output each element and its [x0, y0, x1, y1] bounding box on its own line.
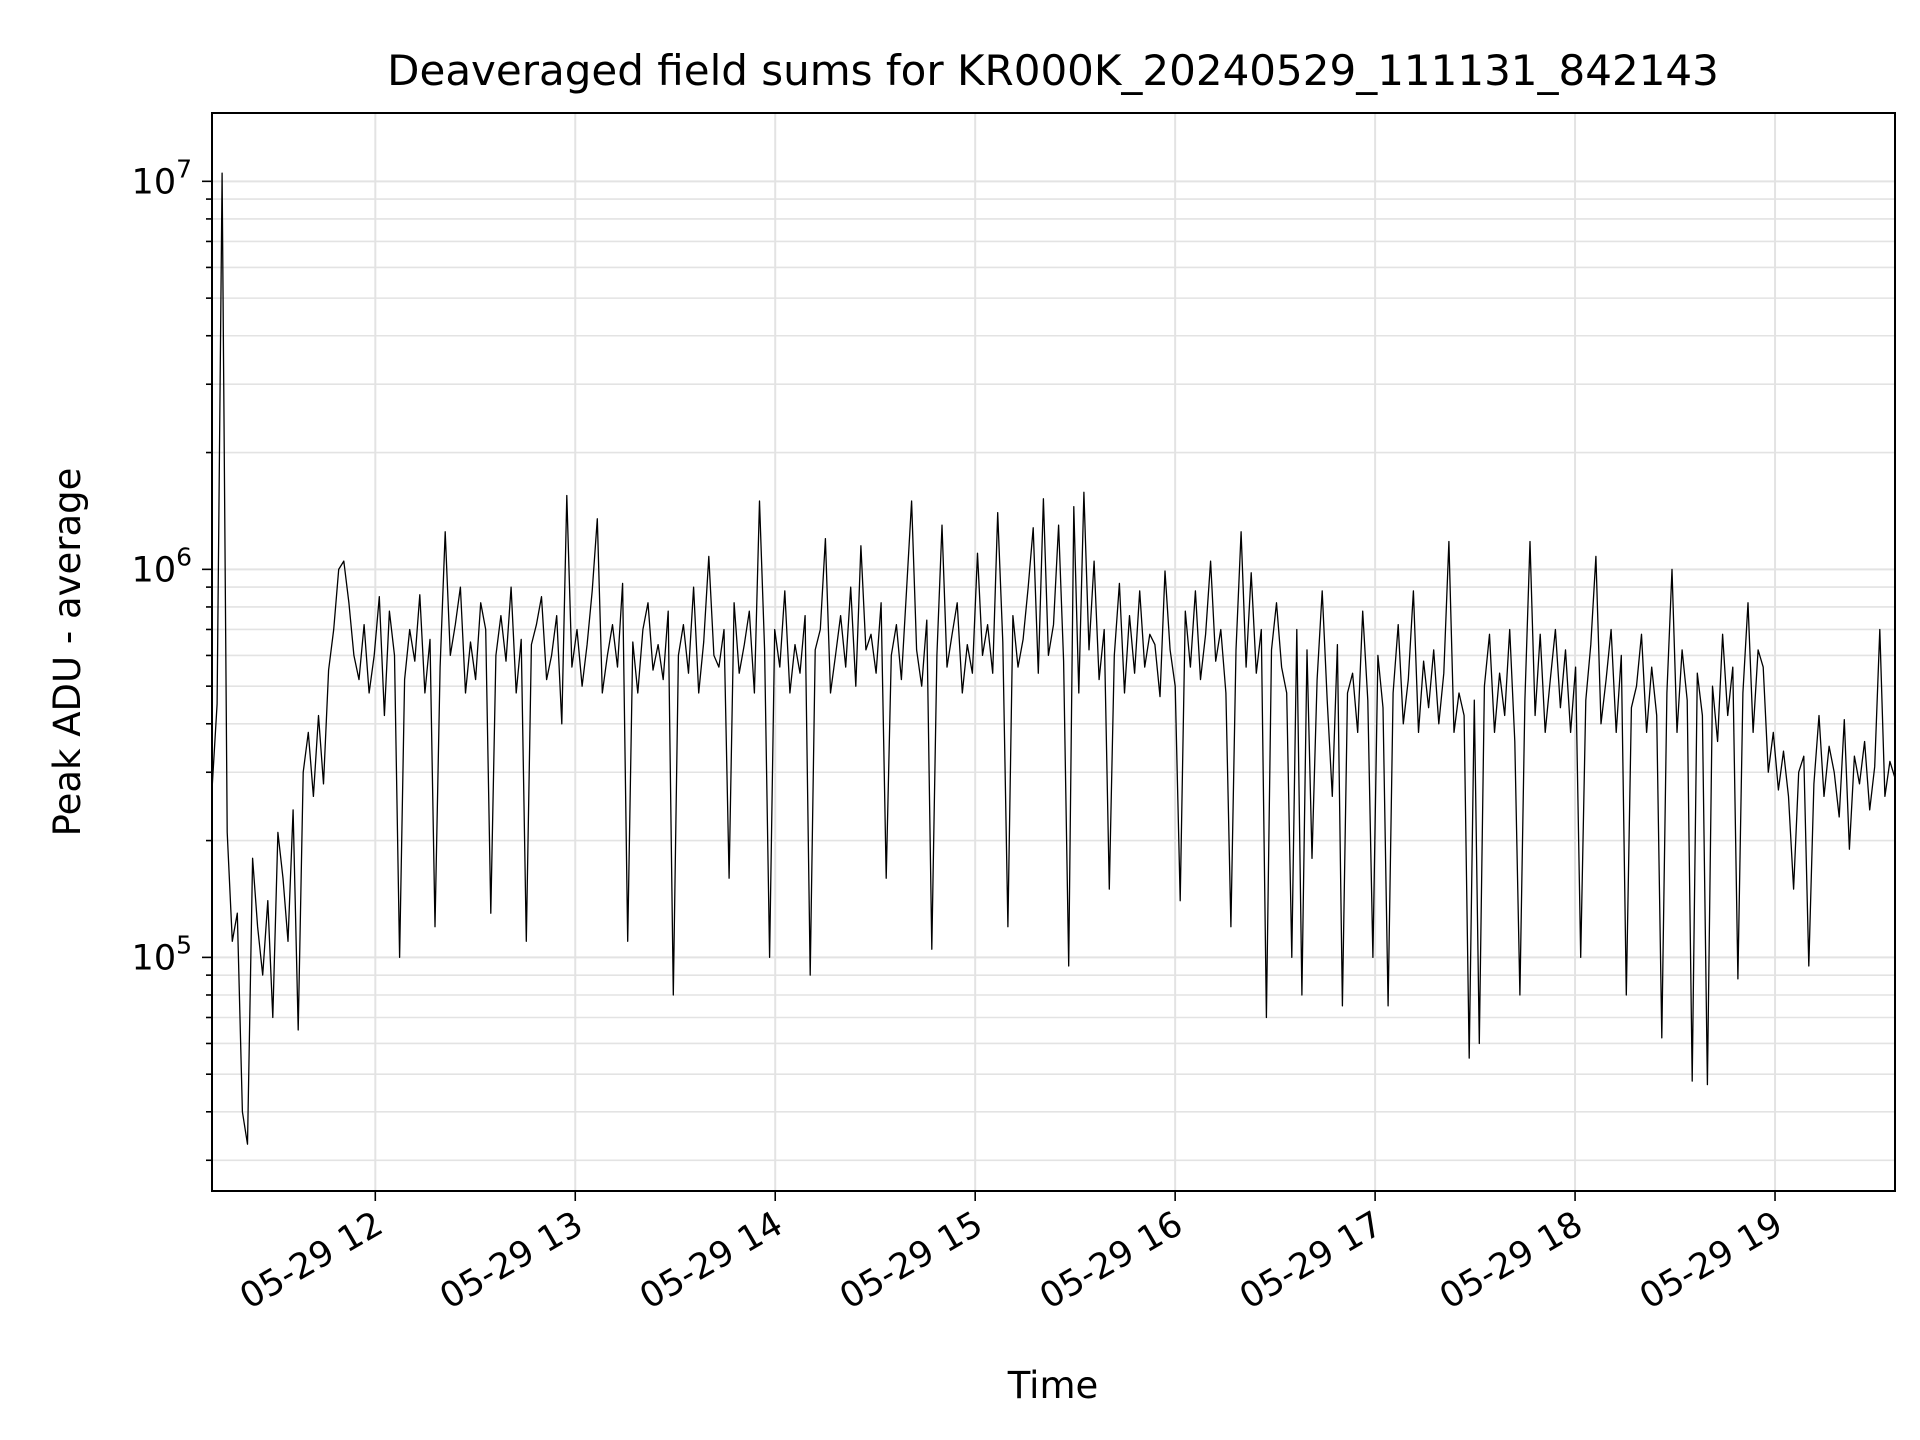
chart-title: Deaveraged field sums for KR000K_2024052…: [387, 46, 1719, 95]
x-axis-label: Time: [1007, 1364, 1099, 1407]
y-axis-label: Peak ADU - average: [46, 468, 89, 837]
y-tick-label-base: 10: [132, 550, 177, 590]
y-tick-label-exponent: 5: [176, 930, 192, 959]
y-tick-label-exponent: 7: [176, 154, 192, 183]
y-tick-label-base: 10: [132, 162, 177, 202]
y-tick-label: 106: [132, 542, 192, 590]
y-tick-label-exponent: 6: [176, 542, 192, 571]
series-layer: [211, 172, 1896, 1145]
series-line: [211, 172, 1896, 1145]
y-tick-label: 105: [132, 930, 192, 978]
plot-frame: [211, 112, 1896, 1192]
y-tick-label: 107: [132, 154, 192, 202]
y-tick-label-base: 10: [132, 938, 177, 978]
